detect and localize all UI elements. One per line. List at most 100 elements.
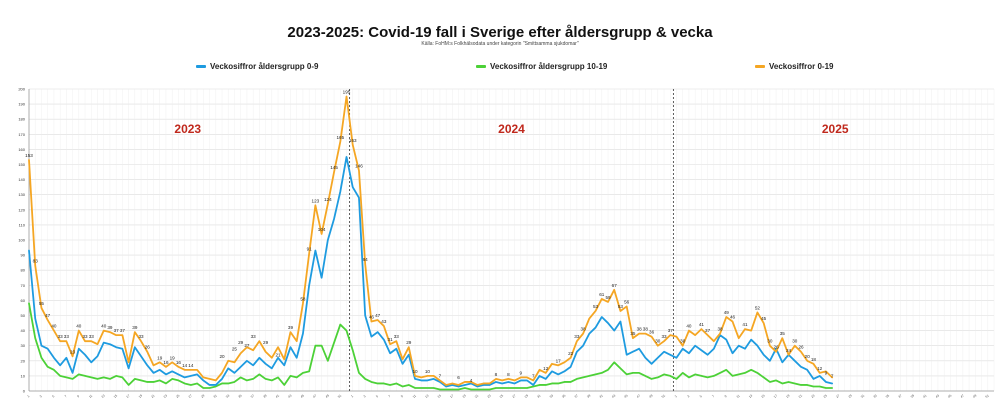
chart-subtitle: Källa: FoHM:s Folkhälsodata under katego… [421, 41, 579, 47]
data-label: 33 [58, 334, 64, 339]
y-tick-label: 100 [18, 238, 25, 243]
x-tick-label: 27 [511, 393, 516, 398]
data-label: 7 [439, 373, 442, 378]
data-label: 33 [89, 334, 95, 339]
data-label: 36 [649, 330, 655, 335]
data-label: 26 [145, 345, 151, 350]
data-label: 39 [288, 325, 294, 330]
data-label: 10 [425, 369, 431, 374]
x-tick-label: 11 [736, 393, 741, 398]
x-tick-label: 33 [872, 393, 877, 398]
x-tick-label: 47 [960, 393, 965, 398]
data-label: 37 [120, 328, 126, 333]
y-tick-label: 60 [21, 298, 26, 303]
data-label: 165 [336, 135, 344, 140]
x-tick-label: 29 [848, 393, 853, 398]
y-tick-label: 190 [18, 102, 25, 107]
data-label: 7 [532, 373, 535, 378]
x-tick-label: 7 [64, 394, 68, 398]
data-label: 4 [470, 378, 473, 383]
x-tick-label: 31 [536, 393, 541, 398]
data-label: 17 [556, 358, 562, 363]
data-label: 56 [624, 299, 630, 304]
data-label: 19 [157, 355, 163, 360]
x-tick-label: 23 [163, 393, 168, 398]
x-tick-label: 43 [611, 393, 616, 398]
x-tick-label: 9 [76, 394, 80, 398]
y-tick-label: 70 [21, 283, 26, 288]
x-tick-label: 41 [598, 393, 603, 398]
x-tick-label: 3 [686, 394, 690, 398]
data-label: 40 [686, 324, 692, 329]
data-label: 12 [817, 366, 823, 371]
y-tick-label: 50 [21, 313, 26, 318]
x-tick-label: 35 [885, 393, 890, 398]
y-tick-label: 110 [19, 222, 26, 227]
x-tick-label: 25 [175, 393, 180, 398]
x-tick-label: 45 [623, 393, 628, 398]
data-label: 26 [774, 345, 780, 350]
data-label: 38 [718, 327, 724, 332]
x-tick-label: 35 [237, 393, 242, 398]
data-label: 30 [655, 339, 661, 344]
data-label: 29 [238, 340, 244, 345]
x-tick-label: 3 [39, 394, 43, 398]
x-tick-label: 49 [648, 393, 653, 398]
data-label: 38 [637, 327, 643, 332]
data-label: 30 [792, 339, 798, 344]
data-label: 59 [605, 295, 611, 300]
x-tick-label: 19 [462, 393, 467, 398]
data-label: 31 [388, 337, 394, 342]
data-label: 35 [780, 331, 786, 336]
data-label: 45 [761, 316, 767, 321]
data-label: 123 [312, 198, 320, 203]
data-label: 46 [369, 315, 375, 320]
data-label: 104 [318, 227, 326, 232]
x-tick-label: 47 [312, 393, 317, 398]
data-label: 38 [581, 327, 587, 332]
data-label: 33 [82, 334, 88, 339]
data-label: 43 [381, 319, 387, 324]
year-label: 2025 [822, 122, 849, 136]
y-tick-label: 80 [21, 268, 26, 273]
x-tick-label: 21 [150, 393, 155, 398]
x-tick-label: 15 [113, 393, 118, 398]
series-line-2 [28, 95, 834, 386]
data-label: 10 [412, 369, 418, 374]
data-label: 40 [76, 324, 82, 329]
data-label: 83 [33, 259, 39, 264]
legend-label-0-9: Veckosiffror åldersgrupp 0-9 [210, 62, 319, 71]
x-tick-label: 21 [798, 393, 803, 398]
data-label: 27 [244, 343, 250, 348]
y-tick-label: 120 [18, 207, 25, 212]
x-tick-label: 19 [138, 393, 143, 398]
x-tick-label: 37 [897, 393, 902, 398]
data-label: 91 [307, 247, 313, 252]
data-label: 47 [375, 313, 381, 318]
x-tick-label: 51 [984, 393, 989, 398]
x-tick-label: 1 [674, 394, 678, 398]
y-tick-label: 130 [18, 192, 25, 197]
x-tick-label: 45 [947, 393, 952, 398]
x-tick-label: 49 [972, 393, 977, 398]
chart-title: 2023-2025: Covid-19 fall i Sverige efter… [287, 24, 713, 41]
x-tick-label: 23 [486, 393, 491, 398]
data-label: 6 [457, 375, 460, 380]
x-tick-label: 13 [748, 393, 753, 398]
data-label: 30 [767, 339, 773, 344]
series-line-1 [28, 302, 834, 391]
x-tick-label: 19 [785, 393, 790, 398]
x-tick-label: 47 [636, 393, 641, 398]
data-label: 145 [330, 165, 338, 170]
x-tick-label: 7 [711, 394, 715, 398]
x-tick-label: 31 [212, 393, 217, 398]
x-tick-label: 27 [188, 393, 193, 398]
data-label: 33 [139, 334, 145, 339]
data-label: 14 [188, 363, 194, 368]
data-label: 33 [251, 334, 257, 339]
data-label: 33 [661, 334, 667, 339]
x-tick-label: 9 [724, 394, 728, 398]
data-label: 41 [742, 322, 748, 327]
data-label: 53 [593, 304, 599, 309]
x-tick-label: 9 [400, 394, 404, 398]
